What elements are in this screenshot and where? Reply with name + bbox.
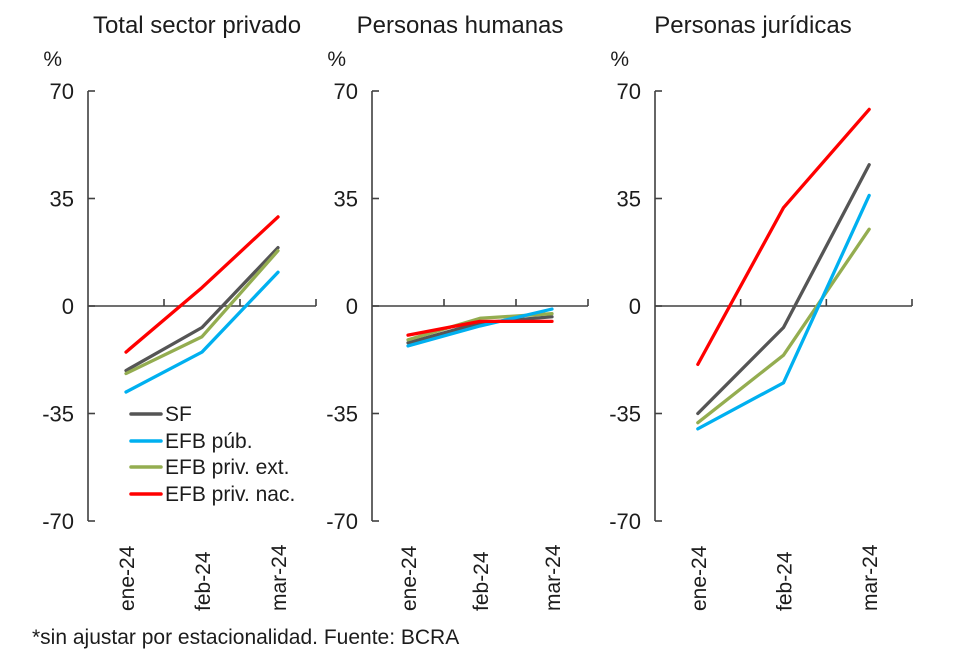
legend-label: SF	[165, 403, 192, 426]
source-footnote: *sin ajustar por estacionalidad. Fuente:…	[32, 626, 460, 649]
x-category-label: feb-24	[470, 551, 493, 611]
y-tick-label: 35	[334, 187, 358, 212]
y-tick-label: -70	[609, 509, 641, 534]
x-category-label: mar-24	[859, 544, 882, 611]
legend-label: EFB púb.	[165, 430, 253, 453]
y-tick-label: -70	[42, 509, 74, 534]
panel-3-title: Personas jurídicas	[654, 12, 851, 39]
y-tick-label: 0	[62, 294, 74, 319]
x-category-label: feb-24	[774, 551, 797, 611]
y-tick-label: 35	[50, 187, 74, 212]
x-category-label: ene-24	[398, 545, 421, 611]
legend-label: EFB priv. nac.	[165, 483, 295, 506]
y-tick-label: 0	[346, 294, 358, 319]
y-axis-unit-label: %	[43, 48, 62, 71]
series-line-efb-p-b-	[696, 193, 871, 431]
y-tick-label: -35	[609, 402, 641, 427]
panel-1-title: Total sector privado	[93, 12, 301, 39]
y-tick-label: 0	[629, 294, 641, 319]
series-line-efb-p-b-	[406, 307, 554, 348]
series-line-efb-priv-nac-	[696, 107, 871, 367]
y-axis-unit-label: %	[327, 48, 346, 71]
panel-2-title: Personas humanas	[357, 12, 564, 39]
x-category-label: feb-24	[192, 551, 215, 611]
y-axis-unit-label: %	[610, 48, 629, 71]
y-tick-label: 70	[334, 79, 358, 104]
y-tick-label: -35	[326, 402, 358, 427]
x-category-label: mar-24	[542, 544, 565, 611]
y-tick-label: -70	[326, 509, 358, 534]
series-line-efb-priv-ext-	[124, 249, 280, 376]
series-line-sf	[696, 163, 871, 416]
y-tick-label: 70	[617, 79, 641, 104]
y-tick-label: -35	[42, 402, 74, 427]
legend-label: EFB priv. ext.	[165, 456, 289, 479]
x-category-label: ene-24	[688, 545, 711, 611]
y-tick-label: 35	[617, 187, 641, 212]
x-category-label: mar-24	[268, 544, 291, 611]
x-category-label: ene-24	[116, 545, 139, 611]
series-line-efb-p-b-	[124, 270, 280, 394]
series-line-efb-priv-ext-	[696, 227, 871, 425]
series-line-efb-priv-nac-	[124, 215, 280, 354]
y-tick-label: 70	[50, 79, 74, 104]
series-line-efb-priv-nac-	[406, 319, 554, 337]
series-line-sf	[124, 245, 280, 373]
